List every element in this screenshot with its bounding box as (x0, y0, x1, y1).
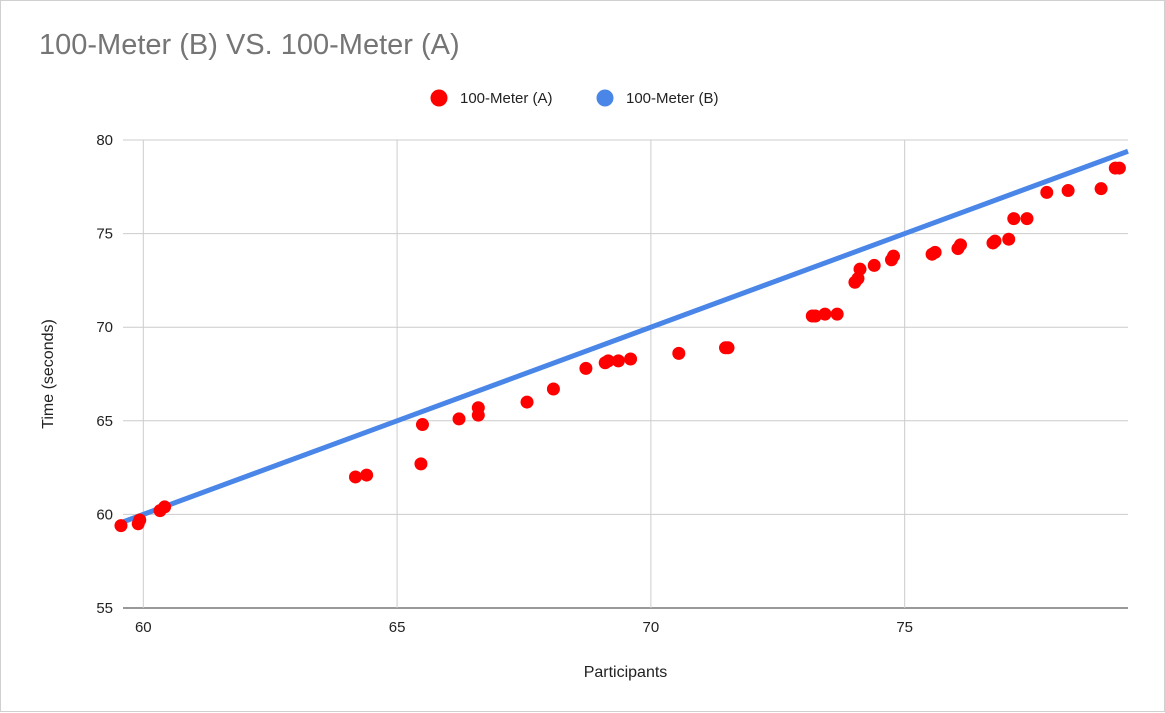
y-tick-label: 55 (96, 600, 113, 617)
data-point-100-meter-a (471, 401, 485, 415)
y-tick-label: 65 (96, 413, 113, 430)
data-point-100-meter-a (611, 354, 625, 368)
x-tick-label: 60 (135, 619, 152, 636)
data-point-100-meter-a (853, 262, 867, 276)
data-point-100-meter-a (887, 249, 900, 263)
data-point-100-meter-a (348, 470, 362, 484)
legend-marker-100-meter-b (596, 89, 614, 107)
x-tick-label: 75 (896, 619, 913, 636)
data-point-100-meter-a (988, 234, 1002, 248)
data-point-100-meter-a (360, 468, 374, 482)
data-point-100-meter-a (672, 346, 686, 360)
data-point-100-meter-a (1007, 212, 1021, 226)
data-point-100-meter-a (452, 412, 466, 426)
data-point-100-meter-a (601, 354, 615, 368)
data-point-100-meter-a (1112, 161, 1126, 175)
data-point-100-meter-a (546, 382, 560, 396)
y-tick-label: 70 (96, 319, 113, 336)
data-point-100-meter-a (721, 341, 735, 355)
data-point-100-meter-a (415, 418, 429, 432)
legend-label-100-meter-b: 100-Meter (B) (626, 90, 719, 107)
data-point-100-meter-a (1094, 182, 1108, 196)
data-point-100-meter-a (928, 245, 942, 259)
data-point-100-meter-a (1040, 185, 1054, 199)
y-tick-label: 60 (96, 506, 113, 523)
data-point-100-meter-a (1061, 184, 1075, 198)
data-point-100-meter-a (1002, 232, 1016, 246)
data-point-100-meter-a (624, 352, 638, 366)
data-point-100-meter-a (818, 307, 832, 321)
data-point-100-meter-a (158, 500, 172, 514)
data-point-100-meter-a (579, 361, 593, 375)
x-tick-label: 65 (389, 619, 406, 636)
data-point-100-meter-a (114, 519, 128, 533)
y-axis-title: Time (seconds) (40, 319, 57, 429)
data-point-100-meter-a (1020, 212, 1034, 226)
data-point-100-meter-a (954, 238, 967, 252)
x-tick-label: 70 (643, 619, 660, 636)
y-tick-label: 80 (96, 132, 113, 149)
legend-marker-100-meter-a (430, 89, 448, 107)
series-line-100-meter-b (123, 148, 1129, 525)
y-tick-label: 75 (96, 226, 113, 243)
data-point-100-meter-a (133, 513, 147, 527)
data-point-100-meter-a (520, 395, 534, 409)
legend-label-100-meter-a: 100-Meter (A) (460, 90, 553, 107)
data-point-100-meter-a (830, 307, 844, 321)
data-point-100-meter-a (808, 309, 822, 323)
chart-title: 100-Meter (B) VS. 100-Meter (A) (39, 29, 460, 61)
data-point-100-meter-a (867, 258, 881, 272)
x-axis-title: Participants (584, 664, 668, 681)
data-point-100-meter-a (414, 457, 428, 471)
